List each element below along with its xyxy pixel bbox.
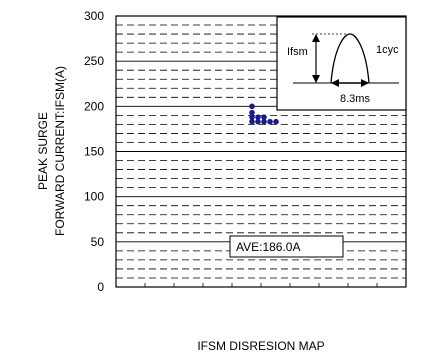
- y-tick-label: 300: [84, 9, 104, 23]
- average-box: [229, 235, 344, 258]
- grid-lines: [116, 24, 406, 279]
- y-tick-label: 200: [84, 99, 104, 113]
- average-annotation: AVE:186.0A: [229, 235, 344, 258]
- period-arrow-head-left: [331, 79, 339, 87]
- x-tick-marks: [144, 283, 378, 287]
- data-point: [261, 114, 267, 120]
- inset-period-label: 8.3ms: [340, 93, 370, 105]
- y-axis-label-line-2: FORWARD CURRENT:IFSM(A): [53, 66, 67, 236]
- data-point: [249, 109, 255, 116]
- ifsm-arrow-head-bottom: [312, 75, 320, 83]
- data-point: [249, 118, 255, 125]
- data-point: [255, 114, 261, 120]
- y-tick-label: 0: [97, 280, 104, 294]
- y-tick-label: 50: [91, 235, 105, 249]
- data-point: [273, 118, 279, 125]
- y-tick-label: 150: [84, 145, 104, 159]
- y-tick-label: 250: [84, 54, 104, 68]
- inset-ifsm-label: Ifsm: [287, 46, 308, 58]
- ifsm-arrow-head-top: [312, 34, 320, 42]
- data-point: [249, 103, 255, 110]
- y-tick-label: 100: [84, 190, 104, 204]
- data-point: [267, 118, 273, 125]
- x-axis-label: IFSM DISRESION MAP: [197, 339, 324, 353]
- average-label: AVE:186.0A: [236, 240, 301, 254]
- data-point: [261, 118, 267, 125]
- data-point: [255, 118, 261, 125]
- period-arrow-head-right: [361, 79, 369, 87]
- inset-diagram: Ifsm 1cyc 8.3ms: [276, 16, 407, 111]
- data-point: [249, 114, 255, 120]
- y-tick-labels: 0 50 100 150 200 250 300: [84, 9, 104, 294]
- data-points: [249, 103, 279, 125]
- y-axis-label-line-1: PEAK SURGE: [36, 112, 50, 190]
- inset-box: [276, 16, 407, 111]
- inset-cycle-label: 1cyc: [376, 44, 399, 56]
